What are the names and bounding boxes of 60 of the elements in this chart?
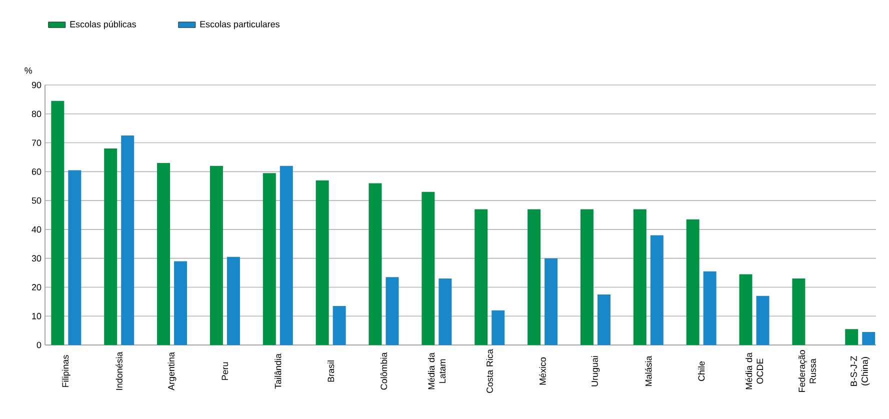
bar bbox=[845, 329, 858, 345]
y-tick-label: 80 bbox=[32, 110, 42, 118]
bar bbox=[703, 271, 716, 345]
bar bbox=[650, 235, 664, 345]
y-tick-label: 30 bbox=[32, 255, 42, 262]
bar bbox=[438, 278, 452, 345]
bar bbox=[492, 310, 505, 345]
bar bbox=[104, 148, 118, 345]
bar bbox=[210, 166, 223, 345]
x-tick-label: Brasil bbox=[328, 360, 334, 382]
x-tick-label: Filipinas bbox=[62, 355, 70, 387]
x-tick-label: Uruguai bbox=[591, 356, 600, 386]
bar bbox=[756, 296, 770, 345]
y-tick-label: 70 bbox=[32, 140, 42, 146]
legend-label: Escolas particulares bbox=[200, 20, 280, 30]
y-axis-title: % bbox=[24, 67, 32, 74]
bar bbox=[580, 209, 594, 345]
x-tick-label: Peru bbox=[222, 362, 228, 380]
y-tick-label: 10 bbox=[32, 312, 42, 320]
bar bbox=[862, 332, 876, 345]
x-tick-label: Média da Latam bbox=[428, 352, 446, 390]
x-tick-label: Malásia bbox=[645, 356, 652, 386]
bar bbox=[739, 274, 752, 345]
x-tick-label: B-S-J-Z (China) bbox=[850, 356, 870, 386]
legend-label: Escolas públicas bbox=[70, 20, 136, 30]
bar bbox=[544, 258, 558, 345]
y-tick-label: 0 bbox=[36, 342, 42, 348]
bar bbox=[226, 256, 240, 345]
bar bbox=[474, 209, 488, 345]
y-tick-label: 60 bbox=[32, 168, 42, 175]
x-tick-label: Chile bbox=[698, 361, 705, 381]
bar bbox=[386, 277, 399, 345]
x-tick-label: Costa Rica bbox=[486, 349, 493, 393]
y-tick-label: 50 bbox=[32, 197, 42, 204]
x-tick-label: Argentina bbox=[168, 352, 176, 390]
bar bbox=[262, 173, 276, 345]
bar bbox=[422, 192, 435, 345]
y-tick-label: 20 bbox=[32, 284, 42, 290]
bar bbox=[157, 163, 170, 345]
bar bbox=[51, 100, 64, 345]
x-tick-label: Colômbia bbox=[380, 352, 388, 390]
bar bbox=[686, 219, 700, 345]
bar bbox=[332, 306, 346, 345]
x-tick-label: Indonésia bbox=[116, 352, 122, 390]
x-tick-label: Federação Russa bbox=[798, 350, 816, 392]
x-tick-label: Média da OCDE bbox=[745, 352, 764, 390]
x-tick-label: México bbox=[539, 357, 546, 385]
bar bbox=[121, 136, 134, 345]
bar bbox=[174, 261, 188, 345]
bar bbox=[368, 183, 382, 345]
y-tick-label: 90 bbox=[32, 82, 42, 88]
bar bbox=[633, 209, 646, 345]
bar bbox=[68, 170, 82, 345]
x-tick-label: Tailândia bbox=[274, 354, 282, 389]
bar bbox=[528, 209, 541, 345]
y-tick-label: 40 bbox=[32, 226, 42, 233]
bar bbox=[597, 294, 610, 345]
bar bbox=[280, 166, 293, 345]
bar bbox=[316, 180, 329, 345]
bar bbox=[792, 278, 806, 345]
